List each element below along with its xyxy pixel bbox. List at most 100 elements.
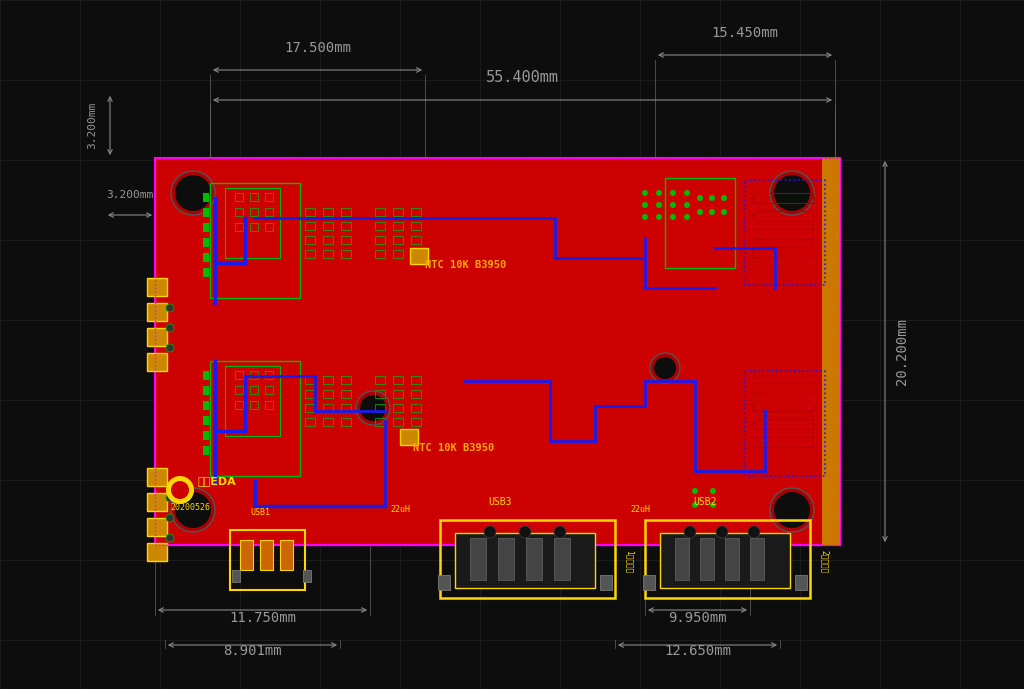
Circle shape	[656, 190, 662, 196]
Bar	[795, 575, 807, 590]
Bar	[375, 418, 385, 426]
Bar	[260, 540, 273, 570]
Bar	[303, 570, 311, 582]
Bar	[341, 236, 351, 244]
Circle shape	[356, 391, 390, 425]
Bar	[375, 222, 385, 230]
Circle shape	[656, 214, 662, 220]
Bar	[526, 538, 542, 580]
Circle shape	[697, 209, 703, 215]
Text: 2路输出口: 2路输出口	[820, 550, 829, 573]
Bar	[393, 250, 403, 258]
Bar	[725, 538, 739, 580]
Circle shape	[171, 481, 189, 499]
Bar	[554, 538, 570, 580]
Circle shape	[721, 209, 727, 215]
Bar	[155, 158, 840, 545]
Bar	[675, 538, 689, 580]
Text: 1路输出口: 1路输出口	[625, 550, 634, 573]
Bar	[753, 383, 813, 393]
Bar	[240, 540, 253, 570]
Circle shape	[710, 488, 716, 494]
Bar	[375, 236, 385, 244]
Bar	[375, 250, 385, 258]
Bar	[250, 401, 258, 409]
Bar	[147, 278, 167, 296]
Bar	[341, 404, 351, 412]
Circle shape	[697, 195, 703, 201]
Bar	[203, 208, 209, 217]
Text: 11.750mm: 11.750mm	[229, 611, 296, 625]
Circle shape	[709, 195, 715, 201]
Bar	[411, 376, 421, 384]
Bar	[305, 390, 315, 398]
Bar	[600, 575, 612, 590]
Bar	[305, 222, 315, 230]
Bar	[147, 353, 167, 371]
Bar	[203, 446, 209, 455]
Bar	[147, 303, 167, 321]
Bar	[470, 538, 486, 580]
Bar	[375, 404, 385, 412]
Circle shape	[519, 526, 531, 538]
Text: 22uH: 22uH	[390, 505, 410, 514]
Bar	[411, 250, 421, 258]
Circle shape	[166, 476, 194, 504]
Bar	[210, 361, 300, 476]
Text: 55.400mm: 55.400mm	[486, 70, 559, 85]
Bar	[323, 404, 333, 412]
Circle shape	[654, 357, 676, 379]
Bar	[210, 183, 300, 298]
Bar	[455, 533, 595, 588]
Bar	[341, 222, 351, 230]
Bar	[498, 538, 514, 580]
Text: 17.500mm: 17.500mm	[284, 41, 351, 55]
Text: NTC 10K B3950: NTC 10K B3950	[425, 260, 506, 270]
Bar	[203, 223, 209, 232]
Bar	[341, 390, 351, 398]
Bar	[305, 376, 315, 384]
Bar	[234, 208, 243, 216]
Circle shape	[721, 195, 727, 201]
Circle shape	[684, 214, 690, 220]
Bar	[203, 416, 209, 425]
Bar	[305, 250, 315, 258]
Circle shape	[692, 502, 698, 508]
Bar	[323, 222, 333, 230]
Text: 3.200mm: 3.200mm	[106, 190, 154, 200]
Circle shape	[175, 175, 211, 211]
Circle shape	[684, 190, 690, 196]
Bar	[234, 193, 243, 201]
Bar	[147, 518, 167, 536]
Bar	[203, 386, 209, 395]
Bar	[750, 538, 764, 580]
Circle shape	[650, 353, 680, 383]
Bar	[393, 222, 403, 230]
Bar	[265, 371, 273, 379]
Bar	[323, 208, 333, 216]
Bar	[393, 236, 403, 244]
Bar	[323, 376, 333, 384]
Circle shape	[684, 526, 696, 538]
Bar	[234, 386, 243, 394]
Circle shape	[360, 395, 386, 421]
Bar	[341, 418, 351, 426]
Circle shape	[166, 534, 174, 542]
Bar	[225, 188, 280, 258]
Bar	[203, 268, 209, 277]
Bar	[280, 540, 293, 570]
Text: 15.450mm: 15.450mm	[712, 26, 778, 40]
Bar	[323, 236, 333, 244]
Bar	[305, 404, 315, 412]
Bar	[393, 404, 403, 412]
Text: USB2: USB2	[693, 497, 717, 507]
Bar	[265, 401, 273, 409]
Bar	[265, 386, 273, 394]
Bar	[753, 419, 813, 429]
Bar	[225, 366, 280, 436]
Bar	[250, 386, 258, 394]
Bar	[203, 401, 209, 410]
Circle shape	[642, 214, 648, 220]
Bar	[745, 180, 825, 285]
Bar	[203, 193, 209, 202]
